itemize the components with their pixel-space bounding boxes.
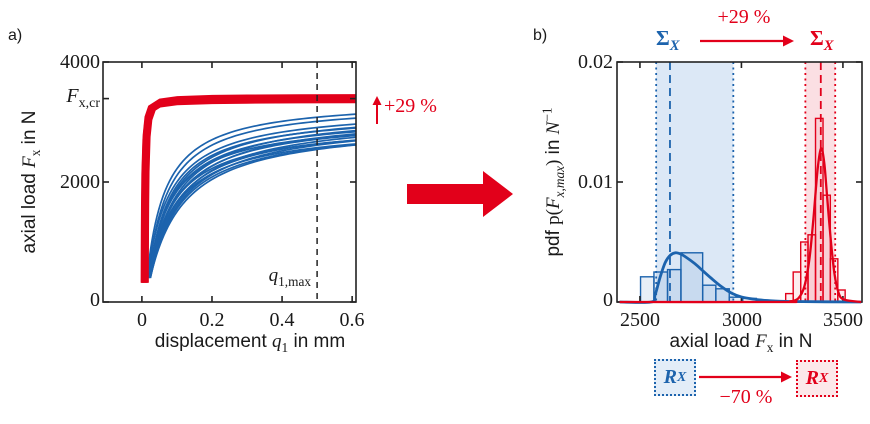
a-increase-annotation: +29 %	[384, 95, 437, 117]
load-path-initial	[148, 143, 357, 279]
load-path-initial	[147, 139, 357, 279]
a-xtick-0.2: 0.2	[199, 309, 225, 331]
b-xtick-3500: 3500	[823, 309, 863, 331]
load-path-optimized	[140, 94, 357, 283]
a-ytick-0: 0	[90, 289, 100, 311]
a-yaxis-title: axial load Fx in N	[19, 110, 43, 254]
transform-right-arrow-icon	[407, 171, 513, 217]
b-xtick-2500: 2500	[620, 309, 660, 331]
a-ytick-4000: 4000	[60, 51, 100, 73]
blue-histogram-bar	[639, 276, 655, 303]
b-yaxis-title: pdf p(Fx,max) in N−1	[539, 107, 567, 257]
panel-a-label: a)	[8, 27, 23, 44]
blue-histogram-bar	[666, 268, 682, 303]
blue-pdf-curve	[619, 251, 862, 304]
b-ytick-0: 0	[603, 289, 613, 311]
load-path-initial	[148, 127, 357, 279]
load-path-initial	[146, 123, 357, 279]
load-path-initial	[149, 143, 357, 279]
b-ytick-0.01: 0.01	[578, 171, 613, 193]
a-xtick-0.6: 0.6	[339, 309, 365, 331]
b-sigma-shift-pct: +29 %	[717, 6, 771, 28]
up-arrow-icon	[372, 96, 382, 105]
red-histogram-bar	[814, 117, 824, 303]
b-sigma-optimized: ΣX	[810, 26, 834, 55]
panel-b-label: b)	[533, 27, 548, 44]
a-xtick-0: 0	[137, 309, 147, 331]
load-path-initial	[147, 134, 357, 279]
mean-shift-arrow-icon	[783, 35, 794, 47]
b-ytick-0.02: 0.02	[578, 51, 613, 73]
scatter-shift-arrow-icon	[781, 371, 792, 383]
a-ytick-2000: 2000	[60, 171, 100, 193]
b-sigma-initial: ΣX	[656, 26, 680, 55]
b-xtick-3000: 3000	[722, 309, 762, 331]
a-xaxis-title: displacement q1 in mm	[154, 331, 346, 355]
blue-histogram-bar	[701, 284, 717, 303]
a-xtick-0.4: 0.4	[269, 309, 295, 331]
load-path-initial	[149, 144, 357, 279]
a-ytick-fxcr: Fx,cr	[66, 85, 100, 111]
b-scatter-reduction-pct: −70 %	[719, 386, 773, 408]
a-vline-label: q1,max	[268, 265, 311, 289]
load-path-initial	[147, 117, 357, 279]
red-pdf-curve	[619, 147, 862, 304]
b-xaxis-title: axial load Fx in N	[669, 331, 813, 355]
load-path-initial	[146, 113, 357, 279]
